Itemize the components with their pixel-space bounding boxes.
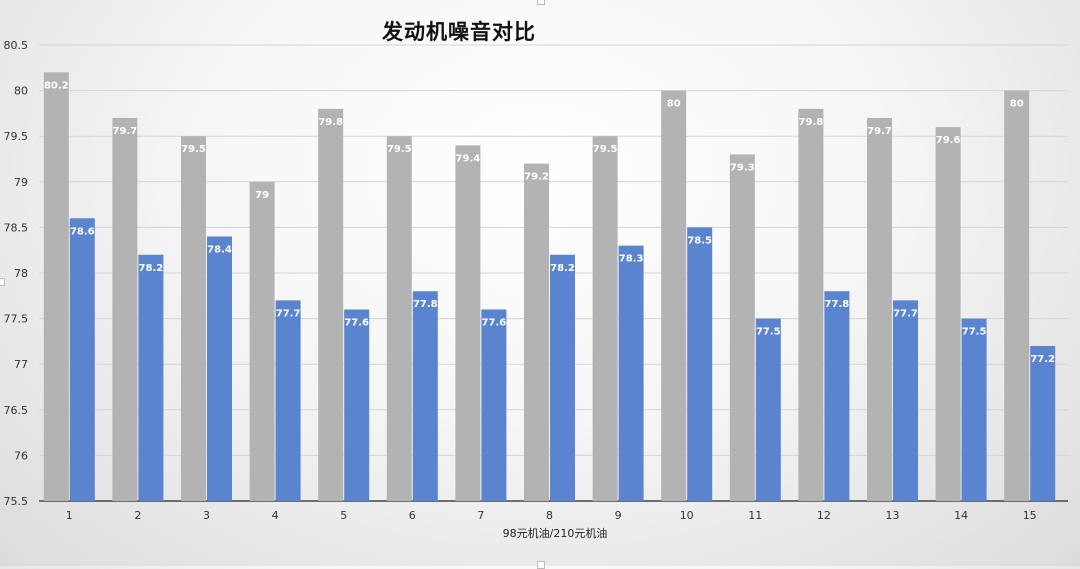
data-label: 79.8: [318, 117, 343, 128]
data-label: 77.2: [1030, 354, 1055, 365]
bar-series-2: [893, 300, 918, 501]
data-label: 79.5: [593, 144, 618, 155]
data-label: 78.2: [139, 263, 164, 274]
bar-series-2: [412, 291, 438, 501]
bar-series-1: [935, 127, 961, 501]
data-label: 78.6: [70, 226, 95, 237]
bar-series-2: [1030, 345, 1056, 501]
bar-series-1: [867, 117, 892, 502]
data-label: 78.4: [207, 245, 232, 256]
data-label: 79.2: [524, 172, 549, 183]
bar-series-2: [550, 254, 575, 501]
data-label: 77.7: [893, 308, 918, 319]
x-axis-title: 98元机油/210元机油: [502, 527, 608, 540]
data-label: 77.6: [482, 317, 507, 328]
bar-series-2: [618, 245, 644, 501]
bar-series-1: [112, 117, 138, 502]
bar-series-1: [249, 181, 275, 502]
x-tick-label: 10: [680, 509, 694, 522]
y-tick-label: 80.5: [4, 39, 29, 52]
x-tick-label: 14: [954, 509, 968, 522]
data-label: 79.6: [936, 135, 961, 146]
y-tick-label: 76.5: [4, 404, 29, 417]
data-label: 79.5: [181, 144, 206, 155]
x-tick-label: 6: [409, 509, 416, 522]
data-label: 79: [255, 190, 269, 201]
bar-series-2: [275, 300, 301, 501]
y-tick-label: 76: [14, 449, 28, 462]
bar-series-1: [455, 145, 481, 501]
data-label: 77.5: [756, 327, 781, 338]
x-tick-label: 13: [886, 509, 900, 522]
bar-series-1: [1004, 90, 1030, 501]
x-tick-label: 15: [1023, 509, 1037, 522]
data-label: 79.7: [113, 126, 138, 137]
bar-series-2: [207, 236, 232, 501]
data-label: 78.5: [687, 235, 712, 246]
data-label: 78.2: [550, 263, 575, 274]
resize-handle-bottom[interactable]: [537, 561, 545, 569]
x-tick-label: 7: [477, 509, 484, 522]
bar-series-1: [386, 136, 412, 501]
bar-series-1: [318, 108, 344, 501]
x-tick-label: 4: [272, 509, 279, 522]
y-tick-label: 79.5: [4, 130, 29, 143]
x-tick-label: 2: [134, 509, 141, 522]
x-tick-label: 12: [817, 509, 831, 522]
bar-series-2: [138, 254, 164, 501]
data-label: 80.2: [44, 80, 69, 91]
x-tick-label: 9: [615, 509, 622, 522]
x-tick-label: 11: [748, 509, 762, 522]
data-label: 77.6: [344, 317, 369, 328]
data-label: 77.5: [962, 327, 987, 338]
bar-series-1: [729, 154, 755, 501]
y-tick-label: 78: [14, 267, 28, 280]
bar-series-1: [181, 136, 206, 501]
data-label: 79.4: [456, 153, 481, 164]
bar-series-2: [824, 291, 850, 501]
bar-series-1: [592, 136, 618, 501]
data-label: 80: [667, 99, 681, 110]
y-tick-label: 78.5: [4, 221, 29, 234]
bar-series-1: [524, 163, 549, 501]
x-tick-label: 3: [203, 509, 210, 522]
bar-series-2: [69, 218, 95, 501]
y-tick-label: 77: [14, 358, 28, 371]
data-label: 77.8: [825, 299, 850, 310]
y-tick-label: 80: [14, 85, 28, 98]
data-label: 79.8: [799, 117, 824, 128]
bar-series-1: [661, 90, 687, 501]
data-label: 79.3: [730, 162, 755, 173]
x-tick-label: 5: [340, 509, 347, 522]
data-label: 77.8: [413, 299, 438, 310]
bar-series-1: [798, 108, 824, 501]
x-tick-label: 1: [66, 509, 73, 522]
data-label: 78.3: [619, 254, 644, 265]
resize-handle-left[interactable]: [0, 278, 5, 286]
bar-series-1: [43, 72, 69, 502]
y-tick-label: 79: [14, 176, 28, 189]
data-label: 77.7: [276, 308, 301, 319]
bar-series-2: [961, 318, 987, 501]
bar-series-2: [755, 318, 781, 501]
resize-handle-top[interactable]: [537, 0, 545, 5]
bar-series-2: [481, 309, 507, 501]
bar-series-2: [344, 309, 370, 501]
data-label: 79.5: [387, 144, 412, 155]
data-label: 79.7: [867, 126, 892, 137]
chart-title: 发动机噪音对比: [382, 20, 536, 44]
data-label: 80: [1010, 99, 1024, 110]
x-tick-label: 8: [546, 509, 553, 522]
y-tick-label: 77.5: [4, 313, 29, 326]
y-tick-label: 75.5: [4, 495, 29, 508]
bar-series-2: [687, 227, 713, 501]
